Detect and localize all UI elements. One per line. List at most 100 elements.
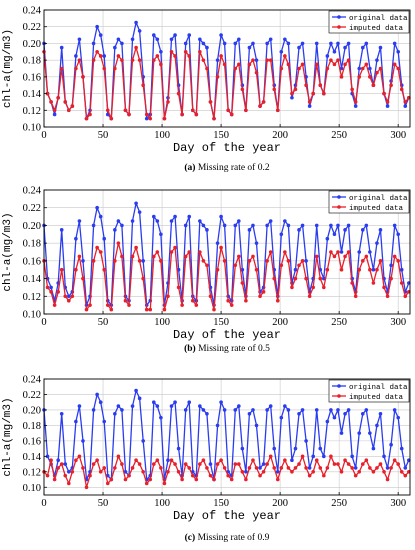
imputed-data-point bbox=[304, 276, 308, 281]
original-data-point bbox=[222, 223, 227, 228]
original-data-point bbox=[346, 408, 351, 412]
imputed-data-point bbox=[360, 259, 365, 263]
original-data-point bbox=[134, 201, 138, 206]
original-data-point bbox=[208, 462, 213, 466]
imputed-data-point bbox=[244, 108, 248, 113]
original-data-point bbox=[279, 49, 284, 54]
original-data-point bbox=[247, 45, 252, 50]
imputed-data-point bbox=[109, 477, 114, 482]
original-data-point bbox=[314, 41, 319, 46]
imputed-data-point bbox=[180, 477, 184, 482]
original-data-point bbox=[137, 210, 142, 214]
imputed-data-point bbox=[84, 116, 89, 121]
imputed-data-point bbox=[109, 116, 114, 121]
imputed-data-point bbox=[325, 267, 330, 272]
imputed-data-point bbox=[261, 100, 266, 104]
imputed-data-point bbox=[162, 481, 167, 486]
original-data-point bbox=[120, 223, 124, 228]
y-tick-label: 0.12 bbox=[23, 292, 41, 303]
imputed-data-point bbox=[159, 62, 163, 67]
imputed-data-point bbox=[304, 83, 308, 88]
imputed-data-point bbox=[95, 458, 99, 463]
imputed-data-point bbox=[77, 58, 82, 62]
legend-entry-original: original data bbox=[349, 15, 408, 23]
original-data-point bbox=[314, 408, 319, 412]
imputed-data-point bbox=[63, 100, 68, 104]
original-data-point bbox=[300, 223, 305, 228]
imputed-data-point bbox=[190, 298, 195, 303]
x-tick-label: 200 bbox=[272, 498, 288, 509]
legend-swatch-marker bbox=[337, 394, 341, 398]
imputed-data-point bbox=[368, 466, 372, 470]
original-data-point bbox=[336, 223, 340, 228]
original-data-point bbox=[314, 223, 319, 228]
original-data-point bbox=[304, 259, 308, 263]
original-data-point bbox=[134, 20, 138, 25]
imputed-data-point bbox=[247, 466, 252, 470]
imputed-data-point bbox=[134, 45, 138, 50]
imputed-data-point bbox=[318, 83, 323, 88]
original-data-point bbox=[113, 45, 117, 50]
imputed-data-point bbox=[268, 250, 273, 254]
imputed-data-point bbox=[173, 462, 177, 466]
original-data-point bbox=[318, 446, 323, 451]
legend-box bbox=[328, 10, 410, 34]
imputed-data-point bbox=[45, 473, 50, 478]
panel-1: 0 50 100 150 200 250 300 0.10 0.12 0.14 0.16 0.18 0.… bbox=[2, 6, 411, 173]
original-data-point bbox=[396, 232, 400, 237]
caption-text: Missing rate of 0.2 bbox=[195, 162, 269, 173]
imputed-data-point bbox=[251, 58, 255, 62]
imputed-data-point bbox=[190, 108, 195, 113]
original-data-point bbox=[187, 400, 192, 405]
imputed-data-point bbox=[403, 100, 408, 104]
original-data-point bbox=[375, 58, 379, 62]
imputed-data-point bbox=[311, 285, 315, 290]
x-tick-label: 100 bbox=[154, 130, 170, 141]
imputed-data-point bbox=[105, 481, 110, 486]
legend-swatch-marker bbox=[337, 205, 341, 209]
y-tick-label: 0.20 bbox=[23, 405, 41, 416]
imputed-data-point bbox=[148, 307, 153, 312]
original-data-point bbox=[198, 404, 202, 408]
imputed-data-point bbox=[297, 462, 301, 466]
legend-entry-original: original data bbox=[349, 195, 408, 203]
original-data-point bbox=[279, 415, 284, 420]
original-data-point bbox=[134, 388, 138, 393]
imputed-data-point bbox=[180, 303, 184, 307]
imputed-data-point bbox=[102, 466, 107, 470]
imputed-data-point bbox=[396, 66, 400, 71]
original-data-point bbox=[159, 232, 163, 237]
original-data-point bbox=[385, 104, 390, 108]
imputed-data-point bbox=[389, 466, 393, 470]
y-tick-label: 0.10 bbox=[23, 310, 41, 321]
imputed-data-point bbox=[286, 259, 291, 263]
imputed-data-point bbox=[293, 276, 298, 281]
original-data-point bbox=[293, 267, 298, 272]
imputed-data-point bbox=[392, 62, 397, 67]
imputed-data-point bbox=[109, 307, 114, 312]
original-data-point bbox=[254, 58, 259, 62]
x-tick-label: 50 bbox=[98, 317, 109, 328]
original-data-point bbox=[173, 33, 177, 37]
y-tick-label: 0.14 bbox=[23, 452, 42, 463]
imputed-data-point bbox=[81, 75, 85, 79]
imputed-data-point bbox=[318, 276, 323, 281]
original-data-point bbox=[240, 446, 245, 451]
original-data-point bbox=[77, 404, 82, 408]
imputed-data-point bbox=[339, 75, 344, 79]
original-data-point bbox=[329, 41, 333, 46]
original-data-point bbox=[102, 419, 107, 424]
imputed-data-point bbox=[98, 470, 103, 474]
imputed-data-point bbox=[346, 462, 351, 466]
imputed-data-point bbox=[194, 112, 199, 117]
original-data-point bbox=[332, 49, 337, 54]
imputed-data-point bbox=[52, 108, 57, 113]
original-data-point bbox=[360, 45, 365, 50]
imputed-data-point bbox=[113, 66, 117, 71]
original-data-point bbox=[137, 29, 142, 33]
x-tick-label: 250 bbox=[331, 130, 347, 141]
imputed-data-point bbox=[134, 458, 138, 463]
imputed-data-point bbox=[141, 470, 145, 474]
imputed-data-point bbox=[258, 294, 262, 299]
imputed-data-point bbox=[268, 454, 273, 459]
